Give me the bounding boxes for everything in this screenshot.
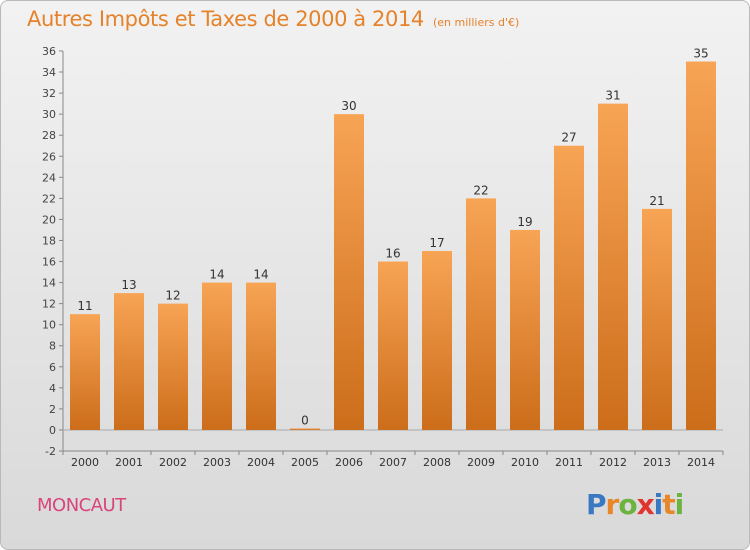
y-tick-label: 34: [42, 66, 56, 79]
bar-2004: [246, 282, 276, 430]
y-tick-label: 0: [49, 424, 56, 437]
bar-2003: [202, 282, 232, 430]
x-tick-label-2010: 2010: [511, 456, 539, 469]
bar-2012: [598, 103, 628, 430]
x-tick-label-2004: 2004: [247, 456, 275, 469]
bar-2005: [290, 428, 320, 430]
bar-2013: [642, 208, 672, 430]
value-label-2005: 0: [301, 413, 309, 427]
value-label-2013: 21: [649, 194, 664, 208]
x-tick-label-2005: 2005: [291, 456, 319, 469]
x-tick-label-2009: 2009: [467, 456, 495, 469]
y-tick-label: 6: [49, 361, 56, 374]
y-tick-label: 32: [42, 87, 56, 100]
bar-2009: [466, 198, 496, 430]
x-tick-label-2007: 2007: [379, 456, 407, 469]
logo-letter: o: [618, 488, 637, 521]
x-tick-label-2001: 2001: [115, 456, 143, 469]
value-label-2006: 30: [341, 99, 356, 113]
y-tick-label: 10: [42, 319, 56, 332]
x-tick-label-2008: 2008: [423, 456, 451, 469]
bar-2010: [510, 229, 540, 430]
y-tick-label: 24: [42, 171, 56, 184]
bar-2007: [378, 261, 408, 430]
y-tick-label: 30: [42, 108, 56, 121]
bar-2008: [422, 251, 452, 430]
y-tick-label: 2: [49, 403, 56, 416]
y-tick-label: 20: [42, 213, 56, 226]
logo-letter: x: [636, 488, 655, 521]
commune-name: MONCAUT: [37, 495, 126, 516]
y-tick-label: -2: [45, 445, 56, 458]
bar-2006: [334, 114, 364, 430]
value-label-2014: 35: [693, 47, 708, 61]
y-tick-label: 14: [42, 277, 56, 290]
bar-2002: [158, 303, 188, 430]
value-label-2012: 31: [605, 89, 620, 103]
bar-2014: [686, 61, 716, 430]
y-tick-label: 28: [42, 129, 56, 142]
y-tick-label: 4: [49, 382, 56, 395]
bar-2011: [554, 145, 584, 430]
value-label-2000: 11: [77, 299, 92, 313]
x-tick-label-2012: 2012: [599, 456, 627, 469]
x-tick-label-2011: 2011: [555, 456, 583, 469]
y-tick-label: 12: [42, 298, 56, 311]
x-tick-label-2000: 2000: [71, 456, 99, 469]
y-tick-label: 16: [42, 256, 56, 269]
proxiti-logo[interactable]: Proxiti: [586, 488, 685, 521]
bar-2000: [70, 314, 100, 430]
logo-letter: t: [662, 488, 675, 521]
x-tick-label-2013: 2013: [643, 456, 671, 469]
chart-title: Autres Impôts et Taxes de 2000 à 2014: [27, 7, 424, 31]
value-label-2009: 22: [473, 183, 488, 197]
value-label-2001: 13: [121, 278, 136, 292]
chart-subtitle: (en milliers d'€): [433, 16, 520, 29]
logo-letter: r: [605, 488, 620, 521]
y-tick-label: 26: [42, 150, 56, 163]
x-tick-label-2003: 2003: [203, 456, 231, 469]
value-label-2003: 14: [209, 268, 224, 282]
value-label-2002: 12: [165, 289, 180, 303]
logo-letter: i: [653, 488, 664, 521]
x-tick-label-2006: 2006: [335, 456, 363, 469]
y-tick-label: 8: [49, 340, 56, 353]
y-tick-label: 22: [42, 192, 56, 205]
bar-2001: [114, 293, 144, 430]
logo-letter: i: [674, 488, 685, 521]
x-tick-label-2002: 2002: [159, 456, 187, 469]
chart-title-block: Autres Impôts et Taxes de 2000 à 2014 (e…: [27, 7, 519, 31]
logo-letter: P: [586, 488, 607, 521]
value-label-2004: 14: [253, 268, 268, 282]
value-label-2010: 19: [517, 215, 532, 229]
value-label-2008: 17: [429, 236, 444, 250]
value-label-2007: 16: [385, 247, 400, 261]
y-tick-label: 18: [42, 234, 56, 247]
y-tick-label: 36: [42, 45, 56, 58]
x-tick-label-2014: 2014: [687, 456, 715, 469]
value-label-2011: 27: [561, 131, 576, 145]
